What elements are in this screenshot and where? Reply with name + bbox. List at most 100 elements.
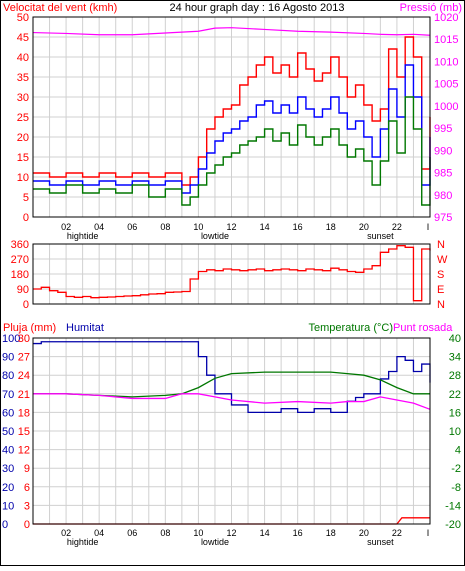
- series-line-gust: [33, 64, 431, 194]
- x-tick-label-18: 18: [326, 222, 336, 232]
- x-tick-label-end: I: [427, 528, 430, 538]
- rain-y-tick: 21: [18, 389, 30, 401]
- wind-y-tick: 35: [17, 72, 29, 84]
- humidity-y-tick: 10: [2, 500, 14, 512]
- rain-y-tick: 12: [18, 445, 30, 457]
- pressure-y-tick: 975: [434, 212, 452, 224]
- wind-y-tick: 5: [23, 192, 29, 204]
- temperature-y-tick: -2: [451, 463, 461, 475]
- humidity-y-tick: 40: [2, 445, 14, 457]
- series-line-humidity: [33, 341, 431, 414]
- rain-y-tick: 0: [24, 519, 30, 531]
- pressure-y-tick: 985: [434, 168, 452, 180]
- wind-speed-axis-label: Velocitat del vent (kmh): [3, 2, 117, 14]
- tide-label-sunset: sunset: [367, 231, 394, 241]
- wind-y-tick: 40: [17, 52, 29, 64]
- wind-y-tick: 50: [17, 12, 29, 24]
- pressure-y-tick: 990: [434, 145, 452, 157]
- x-tick-label-08: 08: [160, 222, 170, 232]
- wind-y-tick: 15: [17, 152, 29, 164]
- x-tick-label-06: 06: [127, 222, 137, 232]
- x-tick-label-20: 20: [359, 528, 369, 538]
- series-line-wind: [33, 36, 431, 186]
- series-line-dew: [33, 393, 431, 410]
- humidity-y-tick: 100: [2, 333, 20, 345]
- humidity-y-tick: 70: [2, 389, 14, 401]
- series-line-pressure: [32, 27, 431, 36]
- wind-y-tick: 25: [17, 112, 29, 124]
- pressure-y-tick: 1010: [434, 56, 458, 68]
- humidity-y-tick: 50: [2, 426, 14, 438]
- direction-y-tick: 360: [11, 239, 29, 251]
- wind-y-tick: 10: [17, 172, 29, 184]
- chart-title: 24 hour graph day : 16 Agosto 2013: [170, 2, 345, 14]
- x-tick-label-22: 22: [392, 222, 402, 232]
- direction-y-tick: 0: [23, 299, 29, 311]
- compass-label-N: N: [437, 299, 445, 311]
- humidity-y-tick: 80: [2, 370, 14, 382]
- temperature-y-tick: 16: [449, 407, 461, 419]
- direction-y-tick-labels: 0 90 180 270 360: [11, 239, 29, 311]
- tide-label-sunset: sunset: [367, 537, 394, 547]
- rain-y-tick: 6: [24, 482, 30, 494]
- pressure-y-tick: 1015: [434, 34, 458, 46]
- rain-y-tick: 9: [24, 463, 30, 475]
- wind-y-tick-labels: 0 5 10 15 20 25 30 35 40 45 50: [17, 12, 29, 224]
- series-line-direction: [33, 245, 431, 302]
- humidity-y-tick: 90: [2, 352, 14, 364]
- humidity-y-tick: 20: [2, 482, 14, 494]
- x-tick-label-14: 14: [260, 528, 270, 538]
- direction-chart-series: [33, 245, 431, 302]
- rain-y-tick: 27: [18, 352, 30, 364]
- series-line-avg: [33, 96, 431, 206]
- temperature-y-tick-labels: -20 -14 -8 -2 4 10 16 22 28 34 40: [445, 333, 461, 531]
- rain-y-tick: 18: [18, 407, 30, 419]
- x-tick-label-12: 12: [226, 222, 236, 232]
- temperature-y-tick: -8: [451, 482, 461, 494]
- x-tick-label-10: 10: [193, 222, 203, 232]
- rain-axis-label: Pluja (mm): [3, 322, 56, 334]
- dewpoint-axis-label: Punt rosada: [393, 322, 453, 334]
- humidity-y-tick: 0: [2, 519, 8, 531]
- compass-label-W: W: [437, 254, 448, 266]
- temperature-y-tick: 10: [449, 426, 461, 438]
- x-tick-label-14: 14: [260, 222, 270, 232]
- temperature-y-tick: 28: [449, 370, 461, 382]
- direction-y-tick: 270: [11, 254, 29, 266]
- wind-x-tick-labels: 02 04 06 08 10 12 14 16 18 20 22 hightide lowtide sun…: [61, 222, 429, 241]
- direction-y-tick: 90: [17, 284, 29, 296]
- rain-y-tick: 15: [18, 426, 30, 438]
- rain-y-tick: 30: [18, 333, 30, 345]
- x-tick-label-12: 12: [226, 528, 236, 538]
- temperature-axis-label: Temperatura (°C): [309, 322, 393, 334]
- humidity-y-tick: 30: [2, 463, 14, 475]
- x-tick-label-10: 10: [193, 528, 203, 538]
- x-tick-label-16: 16: [293, 222, 303, 232]
- humidity-y-tick: 60: [2, 407, 14, 419]
- temperature-y-tick: 4: [455, 445, 461, 457]
- wind-chart-frame: [32, 16, 431, 218]
- x-tick-label-02: 02: [61, 528, 71, 538]
- series-line-temperature: [33, 371, 430, 398]
- temperature-y-tick: 22: [449, 389, 461, 401]
- pressure-y-tick: 995: [434, 123, 452, 135]
- wind-y-tick: 20: [17, 132, 29, 144]
- tide-label-hightide: hightide: [67, 231, 99, 241]
- pressure-y-tick: 980: [434, 190, 452, 202]
- temperature-y-tick: 40: [449, 333, 461, 345]
- pressure-y-tick: 1000: [434, 101, 458, 113]
- compass-label-E: E: [437, 284, 444, 296]
- temperature-y-tick: 34: [449, 352, 461, 364]
- tide-label-hightide: hightide: [67, 537, 99, 547]
- temperature-y-tick: -20: [445, 519, 461, 531]
- x-tick-label-02: 02: [61, 222, 71, 232]
- x-tick-label-end: I: [427, 222, 430, 232]
- x-tick-label-20: 20: [359, 222, 369, 232]
- humidity-axis-label: Humitat: [66, 322, 104, 334]
- tide-label-lowtide: lowtide: [201, 231, 229, 241]
- temperature-y-tick: -14: [445, 500, 461, 512]
